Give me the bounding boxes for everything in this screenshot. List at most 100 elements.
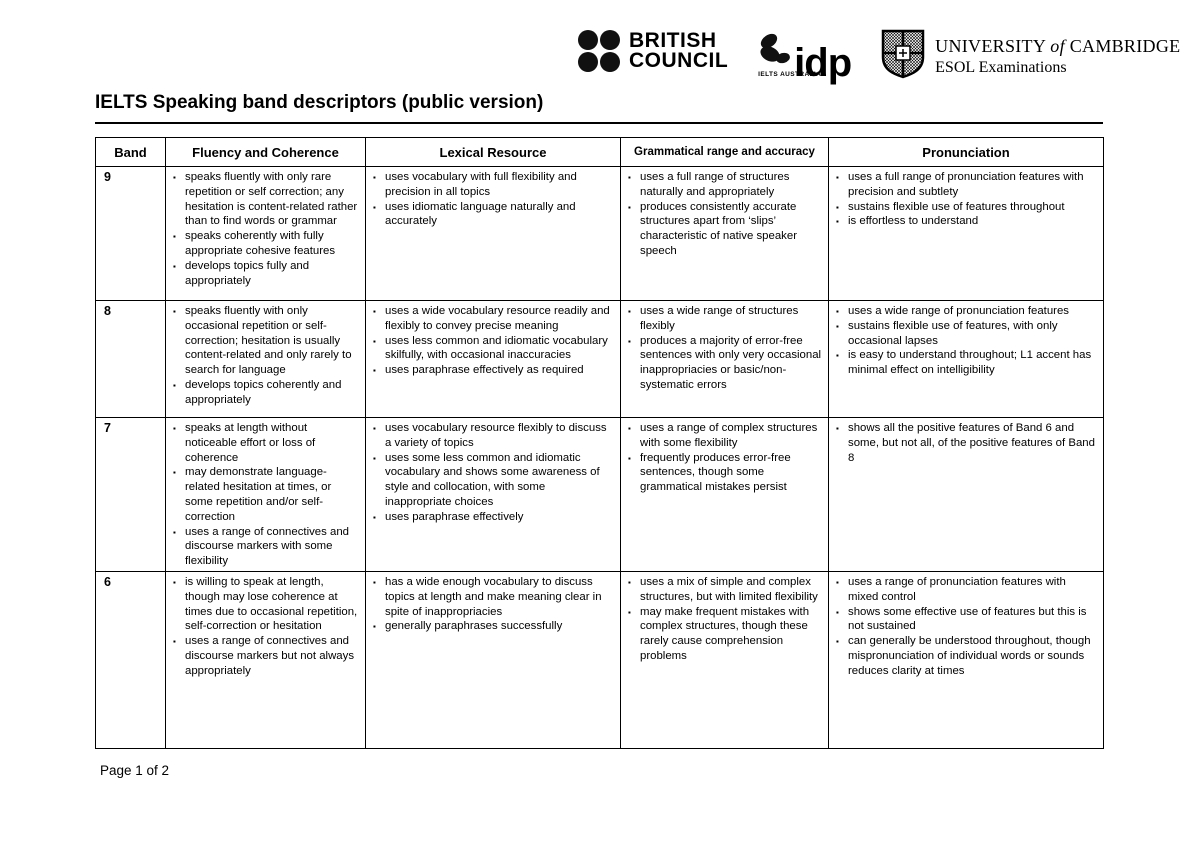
bullet-icon: ▪ <box>373 173 376 182</box>
bullet-icon: ▪ <box>173 527 176 537</box>
cambridge-line1: UNIVERSITY of CAMBRIDGE <box>935 36 1181 56</box>
descriptor-item: ▪ produces consistently accurate structur… <box>626 200 822 259</box>
bullet-icon: ▪ <box>836 202 839 212</box>
descriptor-item: ▪ uses a range of complex structures with… <box>626 421 822 451</box>
descriptor-text: shows some effective use of features but… <box>848 605 1087 633</box>
column-header-pronunciation: Pronunciation <box>828 137 1104 167</box>
descriptor-text: uses a range of connectives and discours… <box>185 635 355 677</box>
bullet-icon: ▪ <box>628 607 631 617</box>
cambridge-shield-icon <box>881 29 925 84</box>
column-header-lexical: Lexical Resource <box>365 137 621 167</box>
band-number: 9 <box>95 166 166 301</box>
bullet-icon: ▪ <box>173 232 176 242</box>
descriptor-text: speaks at length without noticeable effo… <box>185 422 316 464</box>
title-rule: IELTS Speaking band descriptors (public … <box>95 92 1103 124</box>
descriptor-item: ▪ speaks at length without noticeable eff… <box>171 421 359 465</box>
descriptor-text: uses a full range of pronunciation featu… <box>848 171 1084 198</box>
descriptor-cell: ▪ uses a wide range of pronunciation feat… <box>828 300 1104 418</box>
bullet-icon: ▪ <box>836 307 839 316</box>
descriptor-cell: ▪ uses a full range of pronunciation feat… <box>828 166 1104 301</box>
descriptor-cell: ▪ uses vocabulary with full flexibility a… <box>365 166 621 301</box>
bullet-icon: ▪ <box>173 468 176 478</box>
descriptor-text: is willing to speak at length, though ma… <box>185 575 358 633</box>
descriptor-item: ▪ speaks coherently with fully appropriat… <box>171 229 359 259</box>
descriptor-cell: ▪ uses a full range of structures natural… <box>620 166 829 301</box>
column-header-grammar: Grammatical range and accuracy <box>620 137 829 167</box>
descriptor-text: speaks fluently with only occasional rep… <box>185 305 352 377</box>
british-council-logo: BRITISH COUNCIL <box>578 30 728 72</box>
table-body: 9 ▪ speaks fluently with only rare repetit… <box>95 166 1104 749</box>
descriptor-text: is effortless to understand <box>848 215 979 228</box>
bullet-icon: ▪ <box>373 577 376 587</box>
descriptor-text: develops topics coherently and appropria… <box>185 378 342 406</box>
bullet-icon: ▪ <box>173 577 176 587</box>
bullet-icon: ▪ <box>628 336 631 346</box>
descriptor-text: uses a range of pronunciation features w… <box>848 575 1066 603</box>
bullet-icon: ▪ <box>836 577 839 587</box>
descriptor-item: ▪ uses a range of connectives and discour… <box>171 525 359 569</box>
table-header-row: Band Fluency and Coherence Lexical Resou… <box>95 137 1104 167</box>
idp-subtext: IELTS AUSTRALIA <box>758 71 822 78</box>
descriptor-item: ▪ shows some effective use of features bu… <box>834 605 1097 635</box>
bullet-icon: ▪ <box>836 637 839 647</box>
bullet-icon: ▪ <box>628 453 631 463</box>
descriptor-cell: ▪ uses a mix of simple and complex struct… <box>620 570 829 749</box>
band-number: 7 <box>95 417 166 572</box>
bullet-icon: ▪ <box>173 424 176 433</box>
bullet-icon: ▪ <box>836 351 839 361</box>
descriptor-text: produces a majority of error-free senten… <box>640 334 822 391</box>
bullet-icon: ▪ <box>373 453 376 463</box>
british-council-wordmark: BRITISH COUNCIL <box>629 29 728 71</box>
descriptor-text: shows all the positive features of Band … <box>848 422 1095 464</box>
descriptor-text: uses vocabulary resource flexibly to dis… <box>385 422 607 449</box>
descriptor-item: ▪ is willing to speak at length, though m… <box>171 575 359 634</box>
bullet-icon: ▪ <box>373 622 376 632</box>
descriptor-item: ▪ uses paraphrase effectively as required <box>371 363 614 378</box>
bullet-icon: ▪ <box>836 217 839 227</box>
page-title: IELTS Speaking band descriptors (public … <box>95 92 544 113</box>
bullet-icon: ▪ <box>173 380 176 390</box>
descriptor-item: ▪ uses a wide vocabulary resource readily… <box>371 304 614 334</box>
descriptor-cell: ▪ uses a range of pronunciation features … <box>828 570 1104 749</box>
descriptor-item: ▪ sustains flexible use of features, with… <box>834 319 1097 349</box>
british-council-line1: BRITISH <box>629 29 717 52</box>
descriptor-item: ▪ can generally be understood throughout,… <box>834 634 1097 678</box>
descriptor-item: ▪ generally paraphrases successfully <box>371 619 614 634</box>
page-number: Page 1 of 2 <box>100 763 170 778</box>
descriptor-text: sustains flexible use of features throug… <box>848 200 1065 213</box>
descriptor-text: frequently produces error-free sentences… <box>640 451 791 494</box>
bullet-icon: ▪ <box>373 202 376 212</box>
descriptor-item: ▪ shows all the positive features of Band… <box>834 421 1097 465</box>
descriptor-cell: ▪ speaks fluently with only rare repetiti… <box>165 166 366 301</box>
descriptor-cell: ▪ uses a wide vocabulary resource readily… <box>365 300 621 418</box>
bullet-icon: ▪ <box>173 307 176 316</box>
descriptor-text: uses a range of complex structures with … <box>640 422 818 449</box>
descriptor-text: uses a wide vocabulary resource readily … <box>385 305 610 332</box>
descriptor-text: uses less common and idiomatic vocabular… <box>385 334 608 362</box>
bullet-icon: ▪ <box>373 424 376 433</box>
bullet-icon: ▪ <box>836 424 839 433</box>
descriptor-text: has a wide enough vocabulary to discuss … <box>385 575 602 618</box>
bullet-icon: ▪ <box>173 261 176 271</box>
descriptor-item: ▪ speaks fluently with only occasional re… <box>171 304 359 378</box>
bullet-icon: ▪ <box>836 173 839 182</box>
bullet-icon: ▪ <box>628 173 631 182</box>
british-council-dots-icon <box>578 30 620 72</box>
bullet-icon: ▪ <box>628 577 631 587</box>
band-row: 8 ▪ speaks fluently with only occasional r… <box>95 300 1104 418</box>
descriptor-text: sustains flexible use of features, with … <box>848 319 1058 347</box>
descriptor-text: uses a range of connectives and discours… <box>185 525 350 568</box>
bullet-icon: ▪ <box>173 173 176 182</box>
bullet-icon: ▪ <box>836 607 839 617</box>
descriptor-item: ▪ sustains flexible use of features throu… <box>834 200 1097 215</box>
descriptor-item: ▪ uses a mix of simple and complex struct… <box>626 575 822 605</box>
descriptor-text: uses a wide range of pronunciation featu… <box>848 305 1069 317</box>
descriptor-text: may demonstrate language-related hesitat… <box>185 466 332 523</box>
descriptor-item: ▪ develops topics coherently and appropri… <box>171 378 359 408</box>
descriptor-text: uses a wide range of structures flexibly <box>640 305 799 332</box>
bullet-icon: ▪ <box>836 321 839 331</box>
descriptor-cell: ▪ uses vocabulary resource flexibly to di… <box>365 417 621 572</box>
bullet-icon: ▪ <box>373 512 376 522</box>
descriptor-text: develops topics fully and appropriately <box>185 259 310 287</box>
descriptor-cell: ▪ speaks fluently with only occasional re… <box>165 300 366 418</box>
